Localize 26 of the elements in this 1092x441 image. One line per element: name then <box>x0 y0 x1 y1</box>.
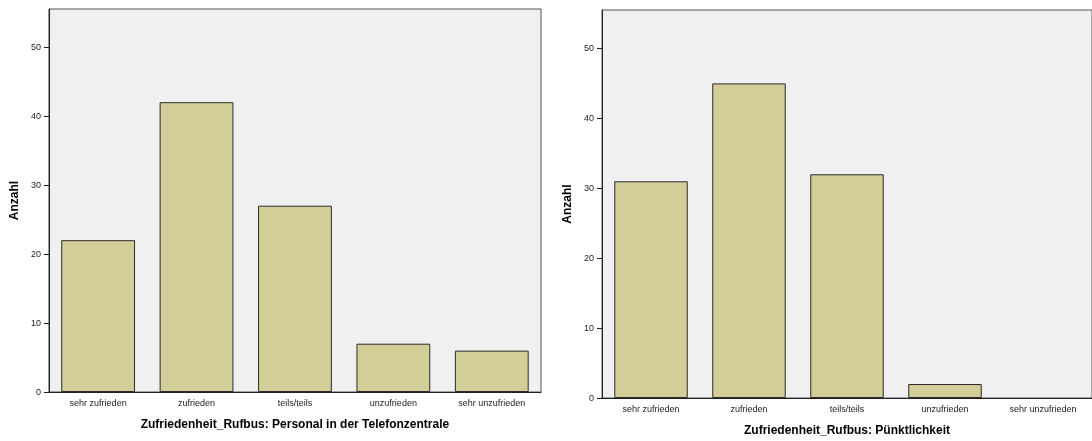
y-axis-title: Anzahl <box>7 180 21 221</box>
y-tick-label: 30 <box>583 183 594 194</box>
y-tick-label: 0 <box>35 387 41 397</box>
y-tick-label: 20 <box>30 248 41 259</box>
y-tick-label: 40 <box>583 113 594 124</box>
x-tick-label: zufrieden <box>730 403 768 414</box>
y-tick-label: 20 <box>583 253 594 264</box>
x-axis-title: Zufriedenheit_Rufbus: Personal in der Telefonzentrale <box>140 417 450 431</box>
x-tick-label: teils/teils <box>277 397 313 408</box>
x-tick-label: unzufrieden <box>921 403 969 414</box>
x-tick-label: sehr zufrieden <box>69 397 127 408</box>
x-axis-title: Zufriedenheit_Rufbus: Pünktlichkeit <box>743 423 951 437</box>
y-tick-label: 10 <box>30 317 41 328</box>
y-axis-title: Anzahl <box>560 184 575 224</box>
x-tick-label: zufrieden <box>178 397 216 408</box>
y-tick-label: 50 <box>583 43 594 54</box>
y-tick-label: 10 <box>583 323 594 334</box>
x-tick-label: unzufrieden <box>369 397 417 408</box>
x-tick-label: sehr unzufrieden <box>1009 403 1077 414</box>
y-tick-label: 50 <box>30 41 41 52</box>
x-tick-label: teils/teils <box>829 403 865 414</box>
x-tick-label: sehr zufrieden <box>622 403 680 414</box>
y-tick-label: 40 <box>30 110 41 121</box>
y-tick-label: 0 <box>588 393 594 403</box>
x-tick-label: sehr unzufrieden <box>458 397 526 408</box>
y-tick-label: 30 <box>30 179 41 190</box>
